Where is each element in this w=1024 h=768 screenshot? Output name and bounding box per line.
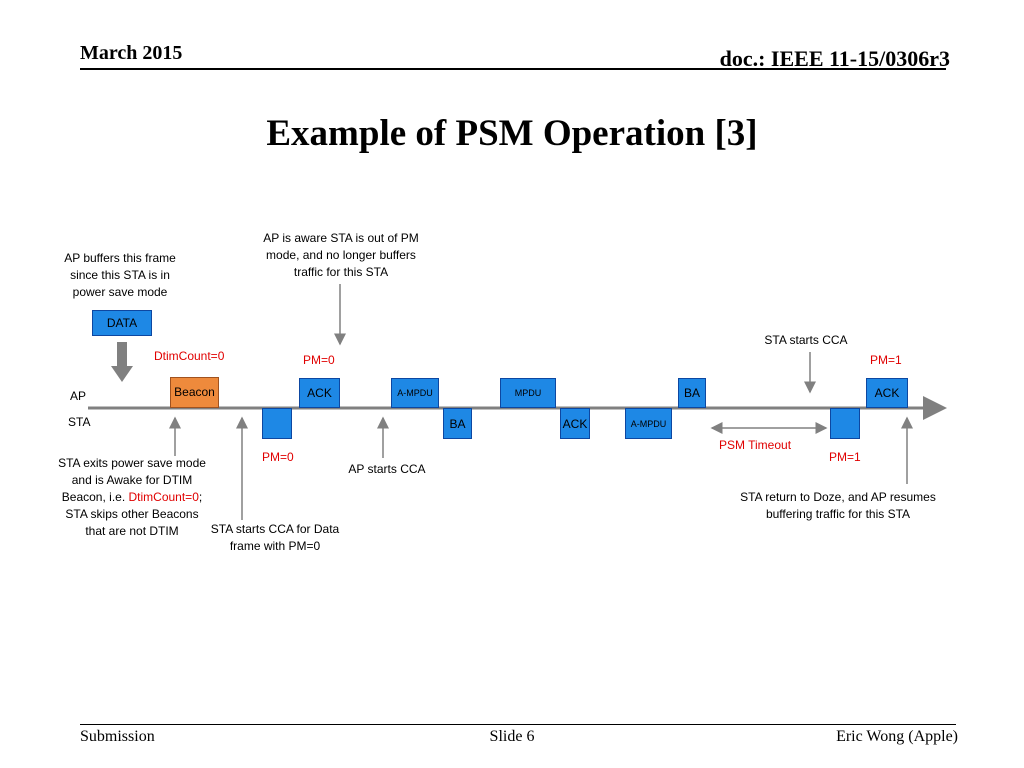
dtim-count-label: DtimCount=0: [154, 349, 225, 363]
psm-timeout-label: PSM Timeout: [719, 438, 792, 452]
note-line: mode, and no longer buffers: [266, 248, 416, 262]
sta-data-frame-pm1: [830, 408, 860, 439]
sta-data-frame-pm0: [262, 408, 292, 439]
note-line: STA return to Doze, and AP resumes: [740, 490, 936, 504]
ack-frame-ap-1: ACK: [299, 378, 340, 408]
note-sta-exits: STA exits power save mode and is Awake f…: [44, 455, 220, 540]
ba-frame-ap: BA: [678, 378, 706, 408]
note-text: Beacon, i.e.: [61, 490, 129, 504]
footer-author: Eric Wong (Apple): [836, 728, 958, 745]
dtim-count-text: DtimCount=0: [128, 490, 199, 504]
header-date: March 2015: [80, 42, 183, 64]
note-line: STA exits power save mode: [58, 456, 206, 470]
pm1-top-label: PM=1: [870, 353, 902, 367]
note-sta-starts-cca: STA starts CCA: [764, 333, 848, 347]
note-line: and is Awake for DTIM: [71, 473, 193, 487]
sta-lane-label: STA: [68, 415, 91, 429]
ack-frame-sta: ACK: [560, 408, 590, 439]
pm0-bottom-label: PM=0: [262, 450, 294, 464]
note-line: since this STA is in: [70, 268, 170, 282]
note-line: buffering traffic for this STA: [765, 507, 911, 521]
note-line: traffic for this STA: [293, 265, 389, 279]
note-line: Beacon, i.e. DtimCount=0;: [44, 489, 220, 506]
slide-title: Example of PSM Operation [3]: [266, 113, 758, 154]
note-line: power save mode: [72, 285, 168, 299]
note-line: AP is aware STA is out of PM: [263, 231, 419, 245]
note-line: STA skips other Beacons: [65, 507, 199, 521]
beacon-frame: Beacon: [170, 377, 219, 408]
ampdu-frame-ap: A-MPDU: [391, 378, 439, 408]
note-sta-cca-data: STA starts CCA for Data frame with PM=0: [200, 521, 350, 555]
note-line: that are not DTIM: [85, 524, 179, 538]
note-line: STA starts CCA for Data: [210, 522, 340, 536]
ack-frame-ap-2: ACK: [866, 378, 908, 408]
mpdu-frame-ap: MPDU: [500, 378, 556, 408]
note-line: frame with PM=0: [229, 539, 321, 553]
footer-submission: Submission: [80, 728, 155, 745]
note-sta-return: STA return to Doze, and AP resumes buffe…: [722, 489, 954, 523]
header-rule: [80, 68, 946, 70]
note-ap-starts-cca: AP starts CCA: [348, 462, 426, 476]
note-text: ;: [198, 490, 203, 504]
footer-rule: [80, 724, 956, 725]
header-doc-id: doc.: IEEE 11-15/0306r3: [719, 46, 950, 71]
data-frame: DATA: [92, 310, 152, 336]
note-ap-buffers: AP buffers this frame since this STA is …: [50, 250, 190, 301]
ampdu-frame-sta: A-MPDU: [625, 408, 672, 439]
footer-slide-number: Slide 6: [489, 728, 535, 745]
ba-frame-sta: BA: [443, 408, 472, 439]
pm0-top-label: PM=0: [303, 353, 335, 367]
pm1-bottom-label: PM=1: [829, 450, 861, 464]
note-line: AP buffers this frame: [64, 251, 176, 265]
ap-lane-label: AP: [70, 389, 87, 403]
note-ap-aware: AP is aware STA is out of PM mode, and n…: [250, 230, 432, 281]
buffer-down-arrow: [111, 342, 133, 382]
